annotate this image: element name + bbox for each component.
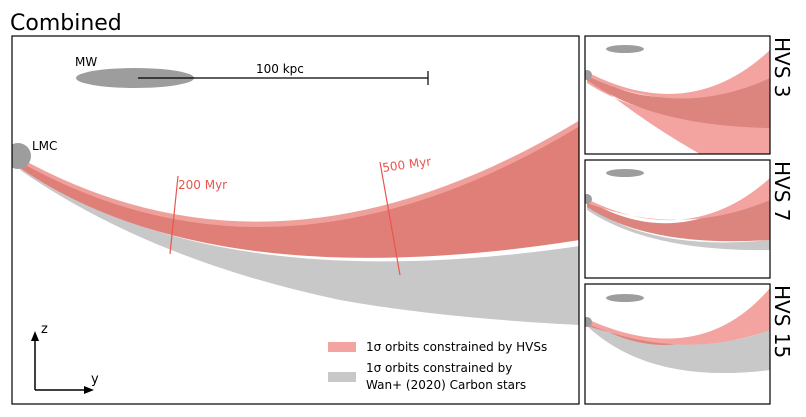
main-panel-frame [11, 35, 580, 405]
legend-swatch-hvs [328, 342, 356, 352]
axis-z-label: z [41, 322, 48, 337]
hvs7-lmc [585, 194, 592, 204]
hvs7-mw [606, 169, 644, 177]
side-panel-hvs15: HVS 15 [584, 283, 794, 405]
hvs3-mw [606, 45, 644, 53]
hvs15-mw [606, 294, 644, 302]
hvs7-band-upper [587, 178, 770, 221]
hvs3-band-main [587, 52, 770, 128]
wan-orbit-band [20, 165, 579, 325]
main-panel: 200 Myr 500 Myr LMC MW 100 kpc z y 1σ or… [11, 35, 580, 405]
hvs-orbit-band [20, 122, 579, 258]
legend-label-wan-line1: 1σ orbits constrained by [366, 361, 512, 375]
hvs3-band-lower [587, 76, 770, 154]
hvs3-band-upper [587, 50, 770, 99]
hvs3-frame [584, 35, 771, 155]
time-marker-200-line [169, 175, 179, 255]
time-marker-500-label: 500 Myr [381, 154, 432, 175]
side-panel-hvs3: HVS 3 [584, 35, 794, 155]
side-panel-label-hvs7: HVS 7 [770, 161, 794, 222]
side-panel-label-hvs15: HVS 15 [770, 285, 794, 358]
legend-label-wan-line2: Wan+ (2020) Carbon stars [366, 378, 526, 392]
lmc-circle [12, 143, 31, 169]
main-panel-title: Combined [10, 11, 122, 36]
hvs15-frame [584, 283, 771, 405]
time-marker-500-line [379, 161, 401, 276]
axis-y-label: y [91, 372, 99, 387]
hvs15-lmc [585, 317, 592, 327]
mw-ellipse [76, 68, 194, 88]
hvs7-band-main [587, 180, 770, 242]
legend-swatch-wan [328, 372, 356, 382]
hvs7-frame [584, 159, 771, 279]
lmc-label: LMC [32, 139, 57, 153]
hvs7-wan-band [587, 205, 770, 251]
mw-label: MW [75, 55, 97, 69]
legend-label-hvs: 1σ orbits constrained by HVSs [366, 340, 547, 354]
time-marker-200-label: 200 Myr [178, 178, 227, 192]
axes-indicator [31, 331, 94, 394]
legend: 1σ orbits constrained by HVSs 1σ orbits … [328, 340, 547, 392]
hvs15-wan-band [587, 322, 770, 374]
side-panel-label-hvs3: HVS 3 [770, 37, 794, 98]
side-panel-hvs7: HVS 7 [584, 159, 794, 279]
hvs15-band-upper [587, 288, 770, 345]
hvs3-lmc [585, 70, 592, 80]
scale-bar-label: 100 kpc [256, 62, 304, 76]
